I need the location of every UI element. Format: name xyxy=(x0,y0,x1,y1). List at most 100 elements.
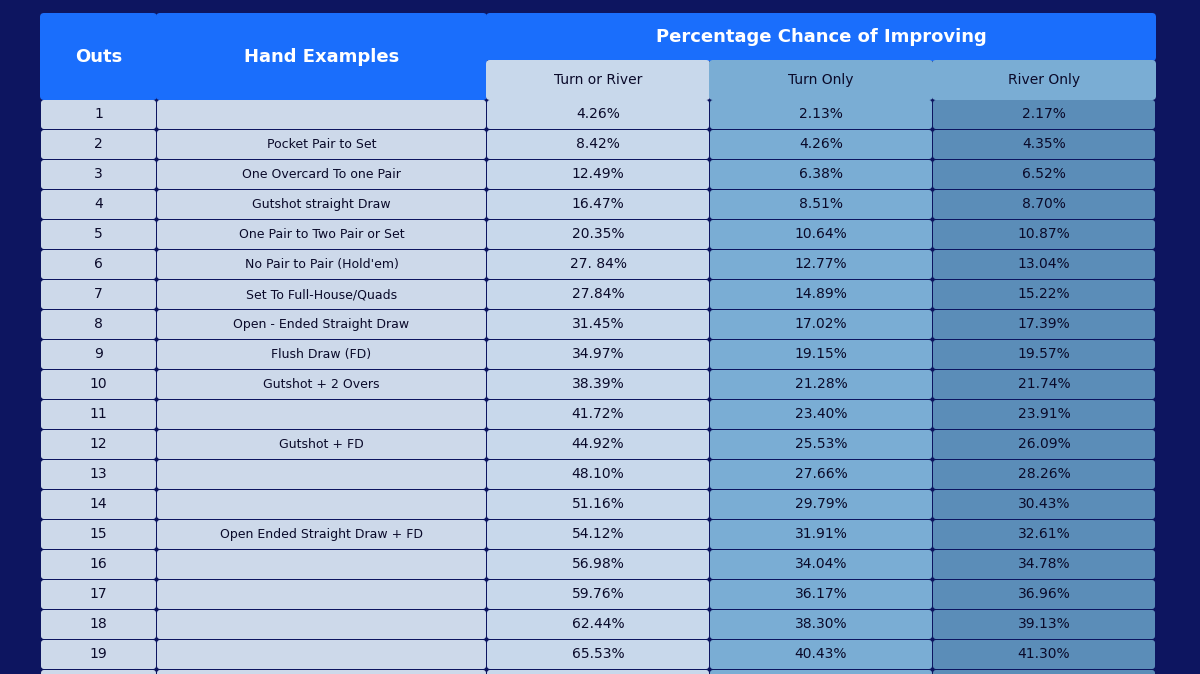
FancyBboxPatch shape xyxy=(157,490,486,519)
FancyBboxPatch shape xyxy=(157,310,486,339)
FancyBboxPatch shape xyxy=(934,520,1154,549)
FancyBboxPatch shape xyxy=(934,220,1154,249)
FancyBboxPatch shape xyxy=(40,13,157,100)
Text: 4.35%: 4.35% xyxy=(1022,137,1066,152)
FancyBboxPatch shape xyxy=(157,280,486,309)
FancyBboxPatch shape xyxy=(157,460,486,489)
FancyBboxPatch shape xyxy=(157,190,486,219)
Text: 26.09%: 26.09% xyxy=(1018,437,1070,452)
FancyBboxPatch shape xyxy=(710,190,932,219)
Text: 13: 13 xyxy=(90,468,107,481)
Text: 17.39%: 17.39% xyxy=(1018,317,1070,332)
Text: 34.78%: 34.78% xyxy=(1018,557,1070,572)
Text: 13.04%: 13.04% xyxy=(1018,257,1070,272)
FancyBboxPatch shape xyxy=(157,160,486,189)
Text: Gutshot + FD: Gutshot + FD xyxy=(280,438,364,451)
Text: 34.04%: 34.04% xyxy=(794,557,847,572)
FancyBboxPatch shape xyxy=(710,400,932,429)
FancyBboxPatch shape xyxy=(934,100,1154,129)
FancyBboxPatch shape xyxy=(710,610,932,639)
Text: 2.17%: 2.17% xyxy=(1022,107,1066,121)
FancyBboxPatch shape xyxy=(41,190,156,219)
FancyBboxPatch shape xyxy=(934,130,1154,159)
Text: 10.87%: 10.87% xyxy=(1018,228,1070,241)
FancyBboxPatch shape xyxy=(487,280,709,309)
Text: 54.12%: 54.12% xyxy=(571,528,624,541)
Text: 36.17%: 36.17% xyxy=(794,588,847,601)
Text: Open - Ended Straight Draw: Open - Ended Straight Draw xyxy=(234,318,409,331)
FancyBboxPatch shape xyxy=(487,520,709,549)
FancyBboxPatch shape xyxy=(41,520,156,549)
Text: 41.30%: 41.30% xyxy=(1018,648,1070,661)
FancyBboxPatch shape xyxy=(487,160,709,189)
FancyBboxPatch shape xyxy=(934,280,1154,309)
Text: 10.64%: 10.64% xyxy=(794,228,847,241)
FancyBboxPatch shape xyxy=(487,130,709,159)
FancyBboxPatch shape xyxy=(487,310,709,339)
Text: 18: 18 xyxy=(90,617,107,632)
Text: 12.49%: 12.49% xyxy=(571,168,624,181)
FancyBboxPatch shape xyxy=(487,220,709,249)
FancyBboxPatch shape xyxy=(934,190,1154,219)
Text: 27.66%: 27.66% xyxy=(794,468,847,481)
Text: 8.42%: 8.42% xyxy=(576,137,620,152)
FancyBboxPatch shape xyxy=(157,610,486,639)
Text: 17: 17 xyxy=(90,588,107,601)
FancyBboxPatch shape xyxy=(934,580,1154,609)
Text: No Pair to Pair (Hold'em): No Pair to Pair (Hold'em) xyxy=(245,258,398,271)
Text: 2.13%: 2.13% xyxy=(799,107,842,121)
FancyBboxPatch shape xyxy=(157,400,486,429)
Text: Turn Only: Turn Only xyxy=(788,73,853,87)
FancyBboxPatch shape xyxy=(487,640,709,669)
FancyBboxPatch shape xyxy=(487,550,709,579)
Text: 19: 19 xyxy=(90,648,107,661)
FancyBboxPatch shape xyxy=(41,400,156,429)
Text: 4.26%: 4.26% xyxy=(576,107,620,121)
Text: 19.15%: 19.15% xyxy=(794,348,847,361)
Text: 15.22%: 15.22% xyxy=(1018,288,1070,301)
FancyBboxPatch shape xyxy=(934,430,1154,459)
FancyBboxPatch shape xyxy=(487,250,709,279)
FancyBboxPatch shape xyxy=(156,13,487,100)
FancyBboxPatch shape xyxy=(934,460,1154,489)
FancyBboxPatch shape xyxy=(157,550,486,579)
FancyBboxPatch shape xyxy=(157,430,486,459)
Text: 11: 11 xyxy=(90,408,107,421)
Text: 62.44%: 62.44% xyxy=(571,617,624,632)
FancyBboxPatch shape xyxy=(487,670,709,674)
Text: 1: 1 xyxy=(94,107,103,121)
FancyBboxPatch shape xyxy=(934,670,1154,674)
FancyBboxPatch shape xyxy=(41,370,156,399)
Text: 23.91%: 23.91% xyxy=(1018,408,1070,421)
FancyBboxPatch shape xyxy=(710,280,932,309)
FancyBboxPatch shape xyxy=(41,100,156,129)
Text: 65.53%: 65.53% xyxy=(571,648,624,661)
FancyBboxPatch shape xyxy=(486,13,1156,61)
Text: 6.52%: 6.52% xyxy=(1022,168,1066,181)
Text: 4: 4 xyxy=(94,197,103,212)
Text: 41.72%: 41.72% xyxy=(571,408,624,421)
Text: 2: 2 xyxy=(94,137,103,152)
FancyBboxPatch shape xyxy=(41,220,156,249)
FancyBboxPatch shape xyxy=(41,340,156,369)
FancyBboxPatch shape xyxy=(487,370,709,399)
FancyBboxPatch shape xyxy=(487,490,709,519)
FancyBboxPatch shape xyxy=(41,460,156,489)
Text: 16: 16 xyxy=(90,557,107,572)
FancyBboxPatch shape xyxy=(41,310,156,339)
FancyBboxPatch shape xyxy=(487,340,709,369)
FancyBboxPatch shape xyxy=(157,580,486,609)
FancyBboxPatch shape xyxy=(710,640,932,669)
Text: 21.74%: 21.74% xyxy=(1018,377,1070,392)
FancyBboxPatch shape xyxy=(934,610,1154,639)
FancyBboxPatch shape xyxy=(41,640,156,669)
Text: 17.02%: 17.02% xyxy=(794,317,847,332)
FancyBboxPatch shape xyxy=(934,640,1154,669)
Text: 5: 5 xyxy=(94,228,103,241)
Text: 3: 3 xyxy=(94,168,103,181)
FancyBboxPatch shape xyxy=(487,400,709,429)
Text: 12.77%: 12.77% xyxy=(794,257,847,272)
Text: Hand Examples: Hand Examples xyxy=(244,47,400,65)
Text: 44.92%: 44.92% xyxy=(571,437,624,452)
Text: 32.61%: 32.61% xyxy=(1018,528,1070,541)
